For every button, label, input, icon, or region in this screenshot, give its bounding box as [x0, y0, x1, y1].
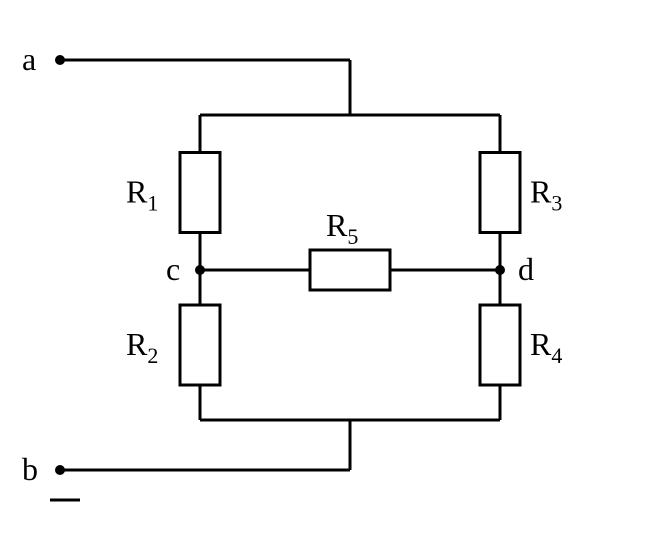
label-d: d — [518, 251, 534, 287]
label-r3: R3 — [530, 174, 562, 216]
resistor-r2 — [180, 305, 220, 385]
resistor-r3 — [480, 153, 520, 233]
node-c — [195, 265, 205, 275]
node-a — [55, 55, 65, 65]
label-r5: R5 — [326, 207, 358, 249]
resistor-r4 — [480, 305, 520, 385]
resistor-r5 — [310, 250, 390, 290]
label-a: a — [22, 41, 36, 77]
label-r2: R2 — [126, 326, 158, 368]
label-r4: R4 — [530, 326, 562, 368]
node-b — [55, 465, 65, 475]
label-c: c — [166, 251, 180, 287]
node-d — [495, 265, 505, 275]
resistor-r1 — [180, 153, 220, 233]
label-b: b — [22, 451, 38, 487]
label-r1: R1 — [126, 174, 158, 216]
